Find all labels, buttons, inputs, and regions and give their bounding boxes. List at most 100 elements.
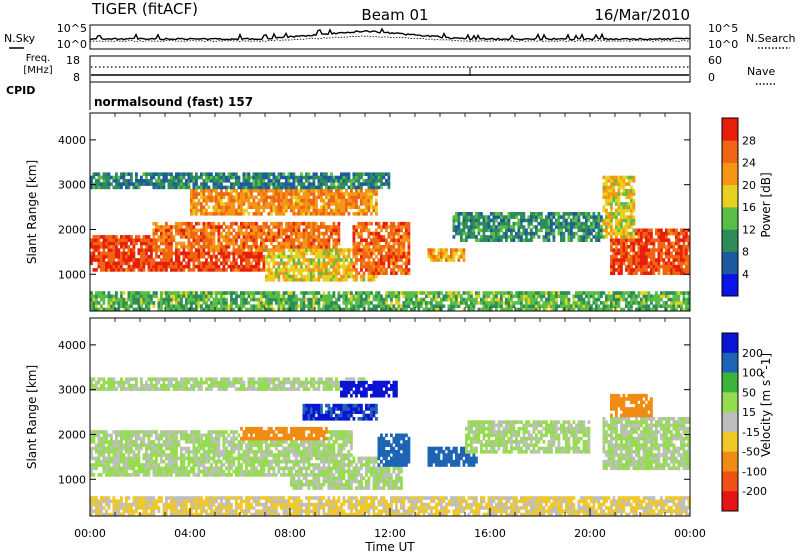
power-cell <box>272 192 276 196</box>
power-cell <box>582 221 586 226</box>
power-cell <box>140 304 143 308</box>
power-cell <box>327 254 331 259</box>
power-cell <box>180 179 183 183</box>
power-cell <box>247 202 251 206</box>
power-cell <box>460 301 463 305</box>
power-cell <box>275 212 278 216</box>
power-cell <box>172 182 176 186</box>
power-cell <box>615 225 618 229</box>
power-cell <box>97 182 101 186</box>
power-cell <box>327 304 331 308</box>
power-cell <box>330 198 333 203</box>
power-cell <box>237 248 241 252</box>
power-cell <box>590 294 593 299</box>
power-cell <box>360 301 363 305</box>
power-cell <box>680 245 683 249</box>
power-cell <box>265 294 268 299</box>
power-cell <box>447 258 451 262</box>
power-cell <box>405 297 408 302</box>
power-cell <box>225 268 228 272</box>
power-cell <box>415 301 418 305</box>
power-cell <box>327 251 331 256</box>
power-cell <box>160 304 163 308</box>
power-cell <box>490 218 493 223</box>
power-cell <box>495 304 498 308</box>
power-cell <box>207 205 211 209</box>
power-cell <box>607 215 611 219</box>
power-cell <box>167 179 171 183</box>
power-cell <box>177 258 181 262</box>
power-cell <box>320 264 323 269</box>
power-cell <box>657 258 661 262</box>
power-cell <box>325 231 328 236</box>
power-cell <box>242 179 246 183</box>
power-cell <box>582 304 586 308</box>
power-cell <box>197 175 201 180</box>
power-cell <box>332 291 336 295</box>
power-cell <box>600 301 603 305</box>
power-cell <box>202 264 206 269</box>
power-cell <box>282 241 286 246</box>
power-cell <box>260 304 263 308</box>
power-cell <box>442 294 446 299</box>
power-cell <box>232 261 236 266</box>
power-cell <box>665 231 668 236</box>
power-cell <box>320 251 323 256</box>
power-cell <box>542 301 546 305</box>
power-cell <box>100 175 103 180</box>
power-cell <box>307 195 311 200</box>
power-cell <box>252 225 256 229</box>
power-cell <box>207 238 211 242</box>
power-cell <box>682 228 686 233</box>
power-cell <box>360 268 363 272</box>
power-cell <box>95 248 98 252</box>
power-cell <box>297 248 301 252</box>
power-cell <box>485 307 488 312</box>
power-cell <box>332 301 336 305</box>
power-cell <box>112 301 116 305</box>
power-cell <box>237 192 241 196</box>
power-cell <box>650 238 653 242</box>
power-cell <box>657 248 661 252</box>
power-cell <box>360 192 363 196</box>
power-cell <box>142 241 146 246</box>
power-cell <box>622 297 626 302</box>
power-cell <box>247 188 251 193</box>
power-cell <box>297 212 301 216</box>
power-cell <box>625 175 628 180</box>
power-cell <box>617 231 621 236</box>
power-cell <box>202 268 206 272</box>
power-cell <box>135 185 138 190</box>
power-cell <box>555 297 558 302</box>
power-cell <box>547 294 551 299</box>
power-cell <box>400 221 403 226</box>
power-cell <box>525 307 528 312</box>
power-cell <box>257 172 261 176</box>
power-cell <box>272 185 276 190</box>
power-cell <box>337 175 341 180</box>
power-cell <box>640 228 643 233</box>
power-cell <box>175 172 178 176</box>
power-cell <box>210 195 213 200</box>
power-cell <box>495 297 498 302</box>
power-cell <box>245 182 248 186</box>
power-cell <box>467 291 471 295</box>
power-cell <box>272 274 276 279</box>
power-cell <box>357 188 361 193</box>
power-cell <box>377 268 381 272</box>
power-cell <box>152 245 156 249</box>
power-cell <box>190 291 193 295</box>
power-cell <box>217 185 221 190</box>
power-cell <box>607 225 611 229</box>
power-cell <box>302 294 306 299</box>
power-cell <box>330 254 333 259</box>
power-cell <box>407 304 411 308</box>
power-cell <box>147 301 151 305</box>
power-cell <box>525 294 528 299</box>
power-cell <box>387 231 391 236</box>
power-cell <box>360 241 363 246</box>
power-cell <box>545 291 548 295</box>
power-cell <box>190 172 193 176</box>
power-cell <box>355 258 358 262</box>
power-cell <box>287 304 291 308</box>
